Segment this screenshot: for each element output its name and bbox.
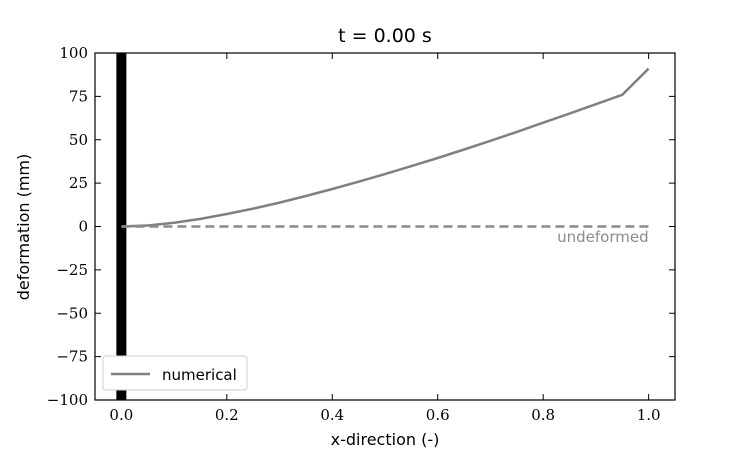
chart-title: t = 0.00 s bbox=[338, 25, 432, 47]
numerical-line bbox=[121, 67, 650, 228]
fixed-support-bar bbox=[116, 53, 127, 400]
x-tick-label: 1.0 bbox=[637, 406, 661, 424]
x-tick-label: 0.0 bbox=[109, 406, 133, 424]
y-tick-label: −100 bbox=[47, 391, 88, 409]
x-tick-label: 0.4 bbox=[320, 406, 344, 424]
x-tick-label: 0.8 bbox=[531, 406, 555, 424]
y-tick-label: 25 bbox=[69, 174, 88, 192]
x-tick-label: 0.2 bbox=[215, 406, 239, 424]
tick-layer: 0.0 0.2 0.4 0.6 0.8 1.0 100 75 50 25 0 −25 −50 −75 −10… bbox=[47, 44, 675, 424]
y-tick-label: −50 bbox=[56, 304, 88, 322]
x-axis-label: x-direction (-) bbox=[331, 430, 440, 449]
undeformed-annotation: undeformed bbox=[557, 228, 649, 246]
y-tick-label: −25 bbox=[56, 261, 88, 279]
y-axis-label: deformation (mm) bbox=[14, 154, 33, 301]
y-tick-label: 100 bbox=[59, 44, 88, 62]
legend-label-numerical: numerical bbox=[162, 366, 237, 384]
y-tick-label: −75 bbox=[56, 348, 88, 366]
y-tick-label: 0 bbox=[78, 218, 88, 236]
y-tick-label: 75 bbox=[69, 87, 88, 105]
legend: numerical bbox=[102, 355, 248, 391]
y-tick-label: 50 bbox=[69, 131, 88, 149]
x-tick-label: 0.6 bbox=[426, 406, 450, 424]
plot-area: undeformed bbox=[116, 53, 650, 400]
legend-box bbox=[102, 355, 248, 391]
